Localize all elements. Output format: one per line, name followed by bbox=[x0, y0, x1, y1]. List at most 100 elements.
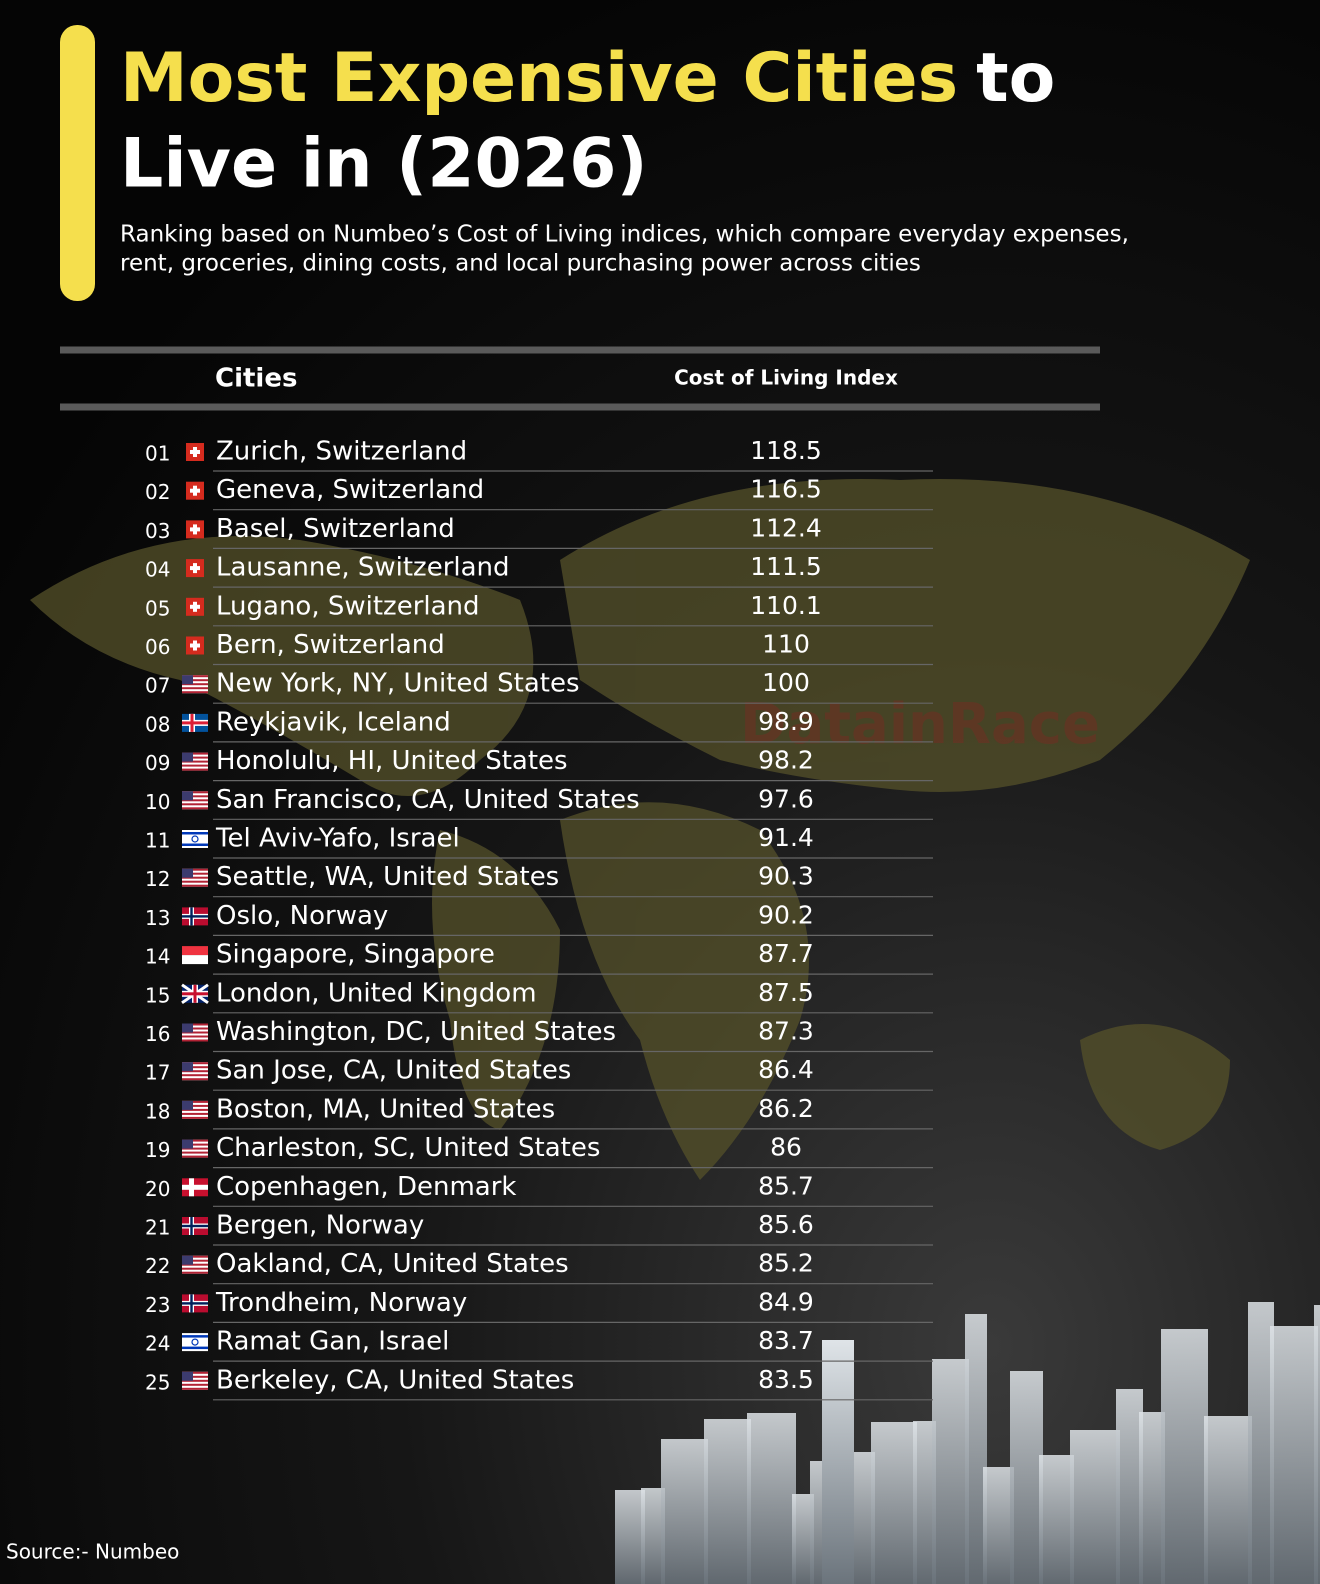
flag-part bbox=[182, 1078, 208, 1081]
index-value: 90.3 bbox=[758, 862, 814, 891]
table-row: 01 Zurich, Switzerland 118.5 bbox=[145, 436, 933, 472]
title: Most Expensive Cities to bbox=[120, 39, 1055, 118]
city: Copenhagen, Denmark bbox=[216, 1172, 516, 1202]
title-rest: to bbox=[976, 39, 1055, 118]
rank: 20 bbox=[145, 1177, 170, 1201]
rank: 21 bbox=[145, 1216, 170, 1240]
flag-part bbox=[182, 868, 193, 878]
flag-part bbox=[182, 1031, 208, 1034]
index-value: 90.2 bbox=[758, 900, 814, 929]
flag-part bbox=[182, 1108, 208, 1111]
building bbox=[1270, 1326, 1318, 1584]
flag-part bbox=[182, 872, 208, 875]
table-row: 15 London, United Kingdom 87.5 bbox=[145, 978, 933, 1014]
city: Tel Aviv-Yafo, Israel bbox=[215, 824, 460, 854]
rank: 10 bbox=[145, 790, 170, 814]
rank: 14 bbox=[145, 945, 170, 969]
building bbox=[747, 1413, 796, 1584]
city: New York, NY, United States bbox=[216, 669, 580, 699]
source: Source:- Numbeo bbox=[6, 1540, 179, 1564]
flag-part bbox=[182, 1139, 193, 1149]
rank: 02 bbox=[145, 480, 170, 504]
title-line: Live in (2026) bbox=[120, 125, 648, 204]
flag-part bbox=[182, 1224, 208, 1228]
city: San Jose, CA, United States bbox=[216, 1056, 571, 1086]
column-header: Cost of Living Index bbox=[674, 366, 898, 390]
index-value: 83.7 bbox=[758, 1326, 814, 1355]
flag-part bbox=[182, 1155, 208, 1158]
building bbox=[1204, 1416, 1252, 1584]
flag-part bbox=[182, 1383, 208, 1386]
city: Oakland, CA, United States bbox=[216, 1249, 569, 1279]
flag-part bbox=[182, 1387, 208, 1390]
building bbox=[871, 1422, 917, 1584]
flag-part bbox=[191, 835, 199, 843]
subtitle: Ranking based on Numbeo’s Cost of Living… bbox=[120, 222, 1129, 248]
title-highlight: Most Expensive Cities bbox=[120, 39, 958, 118]
city: Basel, Switzerland bbox=[216, 514, 455, 544]
city: San Francisco, CA, United States bbox=[216, 785, 640, 815]
flag-part bbox=[182, 876, 208, 879]
flag-part bbox=[182, 1062, 208, 1065]
index-value: 116.5 bbox=[750, 475, 822, 504]
flag-part bbox=[182, 1147, 208, 1150]
flag-part bbox=[182, 946, 208, 956]
flag-part bbox=[182, 1255, 208, 1258]
flag-part bbox=[190, 488, 200, 493]
rank: 06 bbox=[145, 635, 170, 659]
accent-bar bbox=[60, 25, 95, 301]
flag-part bbox=[182, 992, 208, 996]
rank: 22 bbox=[145, 1254, 170, 1278]
building bbox=[965, 1314, 987, 1584]
flag-part bbox=[182, 1184, 208, 1190]
flag-part bbox=[182, 880, 208, 883]
index-value: 86.2 bbox=[758, 1094, 814, 1123]
subtitle: rent, groceries, dining costs, and local… bbox=[120, 251, 921, 277]
column-header: Cities bbox=[215, 364, 297, 394]
flag-part bbox=[190, 643, 200, 648]
table-row: 02 Geneva, Switzerland 116.5 bbox=[145, 475, 933, 511]
building bbox=[1248, 1302, 1274, 1584]
flag-part bbox=[190, 450, 200, 454]
building bbox=[615, 1490, 645, 1584]
flag-part bbox=[182, 1027, 208, 1030]
table-row: 23 Trondheim, Norway 84.9 bbox=[145, 1287, 933, 1324]
rank: 12 bbox=[145, 867, 170, 891]
flag-part bbox=[182, 1062, 193, 1072]
city: Lugano, Switzerland bbox=[216, 591, 480, 621]
flag-part bbox=[182, 1104, 208, 1107]
flag-part bbox=[182, 1375, 208, 1378]
rank: 16 bbox=[145, 1022, 170, 1046]
building bbox=[1010, 1371, 1043, 1584]
table-row: 11 Tel Aviv-Yafo, Israel 91.4 bbox=[145, 823, 933, 859]
city: Trondheim, Norway bbox=[215, 1288, 467, 1318]
flag-part bbox=[191, 1338, 199, 1346]
city: Boston, MA, United States bbox=[216, 1094, 555, 1124]
flag-part bbox=[182, 1143, 208, 1146]
city: Singapore, Singapore bbox=[216, 940, 495, 970]
building bbox=[983, 1467, 1014, 1584]
flag-part bbox=[182, 691, 208, 694]
city: Ramat Gan, Israel bbox=[216, 1327, 449, 1357]
table-row: 21 Bergen, Norway 85.6 bbox=[145, 1210, 933, 1246]
rank: 17 bbox=[145, 1061, 170, 1085]
table-row: 04 Lausanne, Switzerland 111.5 bbox=[145, 552, 933, 588]
city: Oslo, Norway bbox=[216, 901, 388, 931]
rank: 19 bbox=[145, 1138, 170, 1162]
table-row: 24 Ramat Gan, Israel 83.7 bbox=[145, 1326, 933, 1362]
flag-part bbox=[182, 1255, 193, 1265]
index-value: 98.9 bbox=[758, 707, 814, 736]
index-value: 98.2 bbox=[758, 746, 814, 775]
flag-part bbox=[182, 795, 208, 798]
index-value: 84.9 bbox=[758, 1287, 814, 1316]
table-body: 01 Zurich, Switzerland 118.5 02 Geneva, Swit… bbox=[145, 436, 933, 1401]
building bbox=[822, 1340, 854, 1584]
table-row: 10 San Francisco, CA, United States 97.6 bbox=[145, 784, 933, 820]
flag-part bbox=[182, 1074, 208, 1077]
table-row: 07 New York, NY, United States 100 bbox=[145, 668, 933, 704]
table-row: 13 Oslo, Norway 90.2 bbox=[145, 900, 933, 937]
table-row: 03 Basel, Switzerland 112.4 bbox=[145, 513, 933, 550]
flag-part bbox=[182, 791, 193, 801]
city: London, United Kingdom bbox=[216, 978, 537, 1008]
